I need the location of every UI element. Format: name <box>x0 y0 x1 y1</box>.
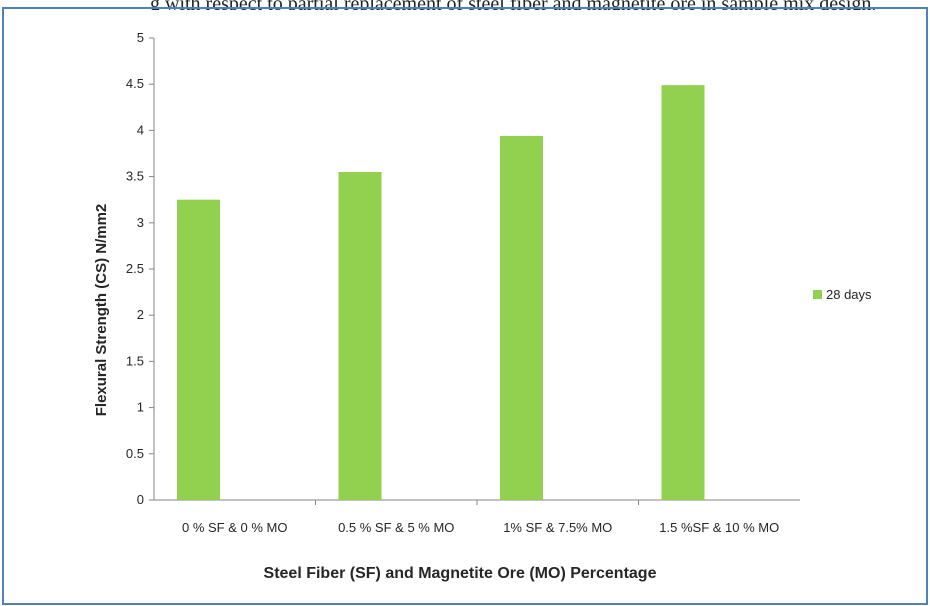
bar-1 <box>177 199 220 500</box>
legend: 28 days <box>813 287 872 302</box>
y-tick-label: 3.5 <box>126 169 144 184</box>
y-tick-label: 0.5 <box>126 446 144 461</box>
y-tick-label: 0 <box>137 492 144 507</box>
y-axis-label: Flexural Strength (CS) N/mm2 <box>93 204 110 417</box>
bar-2 <box>338 171 382 501</box>
y-tick-label: 1 <box>137 400 144 415</box>
bar-3 <box>500 135 543 500</box>
caption-fragment: g with respect to partial replacement of… <box>150 0 930 10</box>
y-tick-label: 5 <box>137 30 144 45</box>
y-tick-label: 2 <box>137 307 144 322</box>
y-tick-label: 4 <box>137 122 144 137</box>
x-axis-tick-labels: 0 % SF & 0 % MO 0.5 % SF & 5 % MO 1% SF & … <box>182 500 779 535</box>
chart-frame <box>2 7 928 605</box>
x-tick-label: 1% SF & 7.5% MO <box>503 520 612 535</box>
legend-swatch-28-days <box>813 290 822 299</box>
bar-4 <box>661 85 705 501</box>
y-axis-ticks: 0 0.5 1 1.5 2 2.5 3 3.5 4 4.5 5 <box>126 30 154 507</box>
y-tick-label: 4.5 <box>126 76 144 91</box>
x-tick-label: 1.5 %SF & 10 % MO <box>659 520 779 535</box>
y-tick-label: 2.5 <box>126 261 144 276</box>
x-tick-label: 0 % SF & 0 % MO <box>182 520 287 535</box>
x-axis-label: Steel Fiber (SF) and Magnetite Ore (MO) … <box>264 565 657 582</box>
x-tick-label: 0.5 % SF & 5 % MO <box>338 520 454 535</box>
legend-label-28-days: 28 days <box>826 287 872 302</box>
y-tick-label: 1.5 <box>126 353 144 368</box>
y-tick-label: 3 <box>137 215 144 230</box>
bar-series-28-days <box>177 85 705 501</box>
